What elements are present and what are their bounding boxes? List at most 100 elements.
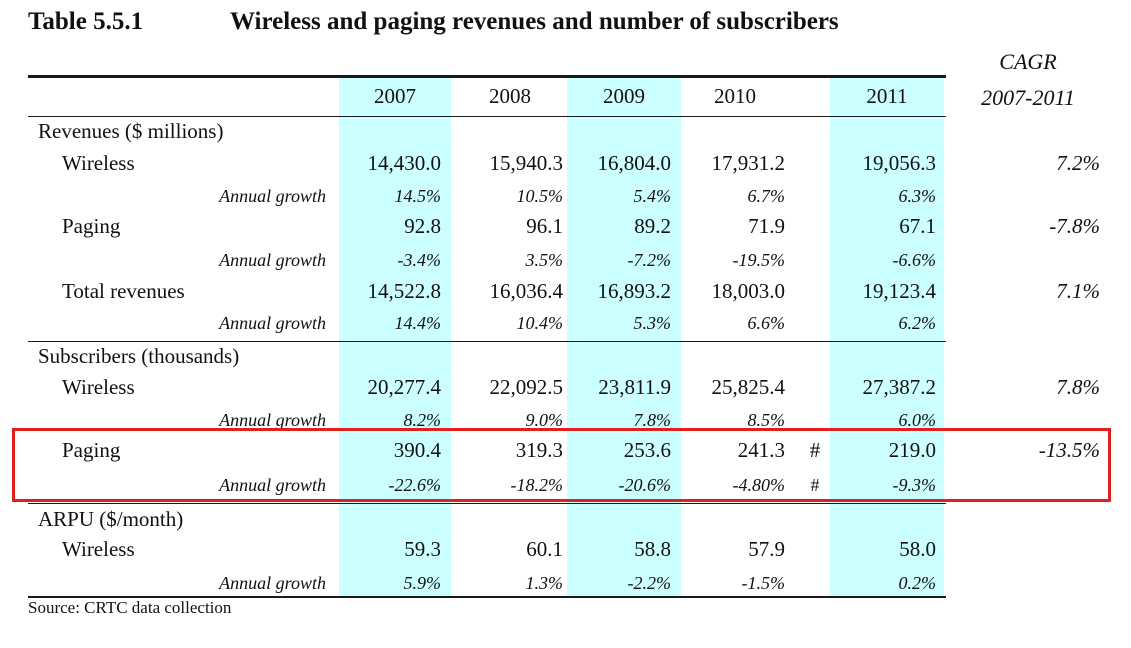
revenues-wireless-cagr: 7.2%: [1056, 151, 1100, 175]
revenues-total-cagr: 7.1%: [1056, 279, 1100, 303]
revenues-paging-growth-value-2011: -6.6%: [892, 250, 937, 270]
subscribers-heading-heading: Subscribers (thousands): [38, 344, 240, 368]
arpu-heading-heading: ARPU ($/month): [38, 507, 184, 531]
arpu-wireless-value-2011: 58.0: [899, 537, 936, 561]
subscribers-paging-value-2010: 241.3: [737, 438, 785, 462]
subscribers-paging-growth-value-2009: -20.6%: [618, 475, 672, 495]
subscribers-paging-value-2007: 390.4: [393, 438, 441, 462]
subscribers-wireless-value-2007: 20,277.4: [367, 375, 442, 399]
column-highlight-2007: [339, 76, 451, 598]
subscribers-wireless-growth-value-2011: 6.0%: [898, 410, 937, 430]
revenues-total-growth-value-2009: 5.3%: [633, 313, 672, 333]
year-header-2011: 2011: [866, 84, 908, 108]
revenues-total-growth-value-2011: 6.2%: [898, 313, 937, 333]
subscribers-wireless-growth-value-2008: 9.0%: [525, 410, 564, 430]
bottom-rule: [28, 596, 946, 598]
column-highlight-2009: [567, 76, 681, 598]
subscribers-wireless-growth-value-2007: 8.2%: [403, 410, 442, 430]
subscribers-paging-mark: #: [809, 438, 821, 462]
revenues-wireless-growth-value-2008: 10.5%: [516, 186, 564, 206]
revenues-paging-growth-value-2007: -3.4%: [397, 250, 442, 270]
subscribers-paging-growth-value-2011: -9.3%: [892, 475, 937, 495]
subscribers-paging-growth-mark: #: [810, 475, 820, 495]
subscribers-wireless-growth-value-2009: 7.8%: [633, 410, 672, 430]
subscribers-wireless-cagr: 7.8%: [1056, 375, 1100, 399]
arpu-wireless-value-2008: 60.1: [526, 537, 563, 561]
revenues-paging-value-2007: 92.8: [404, 214, 441, 238]
subscribers-paging-growth-value-2010: -4.80%: [732, 475, 786, 495]
arpu-wireless-value-2010: 57.9: [748, 537, 785, 561]
revenues-wireless-value-2011: 19,056.3: [862, 151, 937, 175]
revenues-wireless-growth-value-2010: 6.7%: [747, 186, 786, 206]
revenues-paging-value-2010: 71.9: [748, 214, 785, 238]
section-rule-1: [28, 341, 946, 342]
revenues-wireless-growth-value-2007: 14.5%: [394, 186, 442, 206]
subscribers-paging-value-2011: 219.0: [888, 438, 936, 462]
year-header-2010: 2010: [714, 84, 756, 108]
subscribers-paging-growth-value-2007: -22.6%: [388, 475, 442, 495]
column-highlight-2011: [830, 76, 944, 598]
subscribers-paging-value-2008: 319.3: [515, 438, 563, 462]
source-note: Source: CRTC data collection: [28, 598, 232, 617]
revenues-wireless-growth-value-2011: 6.3%: [898, 186, 937, 206]
subscribers-paging-growth-value-2008: -18.2%: [510, 475, 564, 495]
revenues-wireless-value-2010: 17,931.2: [711, 151, 786, 175]
revenues-wireless-growth-value-2009: 5.4%: [633, 186, 672, 206]
table-number: Table 5.5.1: [28, 8, 144, 35]
arpu-wireless-growth-value-2007: 5.9%: [403, 573, 442, 593]
year-header-2009: 2009: [603, 84, 645, 108]
revenues-paging-growth-value-2009: -7.2%: [627, 250, 672, 270]
section-rule-2: [28, 503, 946, 504]
cagr-header-label: CAGR: [999, 49, 1057, 74]
subscribers-wireless-label: Wireless: [62, 375, 135, 399]
revenues-paging-growth-label: Annual growth: [219, 250, 326, 270]
arpu-wireless-label: Wireless: [62, 537, 135, 561]
revenues-paging-value-2009: 89.2: [634, 214, 671, 238]
subscribers-wireless-value-2011: 27,387.2: [862, 375, 937, 399]
subscribers-wireless-value-2010: 25,825.4: [711, 375, 786, 399]
subscribers-paging-value-2009: 253.6: [623, 438, 671, 462]
revenues-wireless-label: Wireless: [62, 151, 135, 175]
cagr-header-range: 2007-2011: [981, 85, 1075, 110]
top-rule: [28, 75, 946, 78]
revenues-total-growth-value-2007: 14.4%: [394, 313, 442, 333]
table-title: Wireless and paging revenues and number …: [230, 8, 839, 35]
revenues-paging-value-2011: 67.1: [899, 214, 936, 238]
revenues-heading-heading: Revenues ($ millions): [38, 119, 224, 143]
revenues-paging-value-2008: 96.1: [526, 214, 563, 238]
subscribers-paging-label: Paging: [62, 438, 121, 462]
subscribers-wireless-growth-value-2010: 8.5%: [747, 410, 786, 430]
revenues-total-value-2009: 16,893.2: [597, 279, 672, 303]
arpu-wireless-growth-value-2008: 1.3%: [525, 573, 564, 593]
year-header-2007: 2007: [374, 84, 416, 108]
subscribers-wireless-value-2009: 23,811.9: [598, 375, 671, 399]
arpu-wireless-value-2007: 59.3: [404, 537, 441, 561]
revenues-total-growth-value-2008: 10.4%: [516, 313, 564, 333]
subscribers-paging-growth-label: Annual growth: [219, 475, 326, 495]
arpu-wireless-growth-value-2010: -1.5%: [741, 573, 786, 593]
paging-subscribers-highlight-box: [12, 428, 1111, 502]
revenues-total-growth-value-2010: 6.6%: [747, 313, 786, 333]
revenues-wireless-growth-label: Annual growth: [219, 186, 326, 206]
revenues-total-value-2010: 18,003.0: [711, 279, 786, 303]
subscribers-wireless-growth-label: Annual growth: [219, 410, 326, 430]
revenues-wireless-value-2009: 16,804.0: [597, 151, 672, 175]
revenues-paging-growth-value-2008: 3.5%: [525, 250, 564, 270]
arpu-wireless-value-2009: 58.8: [634, 537, 671, 561]
revenues-total-label: Total revenues: [62, 279, 185, 303]
header-rule: [28, 116, 946, 117]
arpu-wireless-growth-value-2011: 0.2%: [898, 573, 937, 593]
revenues-total-value-2008: 16,036.4: [489, 279, 564, 303]
revenues-paging-cagr: -7.8%: [1049, 214, 1100, 238]
revenues-wireless-value-2008: 15,940.3: [489, 151, 564, 175]
revenues-paging-growth-value-2010: -19.5%: [732, 250, 786, 270]
revenues-total-value-2007: 14,522.8: [367, 279, 442, 303]
revenues-total-growth-label: Annual growth: [219, 313, 326, 333]
arpu-wireless-growth-label: Annual growth: [219, 573, 326, 593]
revenues-wireless-value-2007: 14,430.0: [367, 151, 442, 175]
subscribers-wireless-value-2008: 22,092.5: [489, 375, 564, 399]
year-header-2008: 2008: [489, 84, 531, 108]
subscribers-paging-cagr: -13.5%: [1038, 438, 1100, 462]
revenues-paging-label: Paging: [62, 214, 121, 238]
